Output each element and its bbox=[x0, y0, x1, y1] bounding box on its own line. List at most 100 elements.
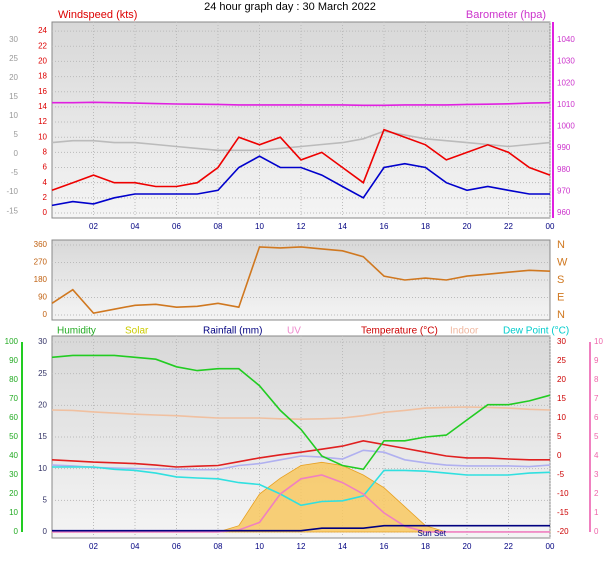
y3-tick-label: -15 bbox=[6, 206, 18, 215]
y2-tick-label: 990 bbox=[557, 143, 571, 152]
y3-tick-label: 10 bbox=[9, 111, 18, 120]
y-tick-label: 0 bbox=[43, 310, 48, 319]
y-tick-label: 20 bbox=[38, 57, 47, 66]
y4-tick-label: 1 bbox=[594, 508, 599, 517]
y-tick-label: 5 bbox=[43, 495, 48, 504]
y2-tick-label: 1030 bbox=[557, 57, 575, 66]
y-tick-label: 12 bbox=[38, 117, 47, 126]
y2-tick-label: -15 bbox=[557, 508, 569, 517]
legend-entry: Dew Point (°C) bbox=[503, 326, 569, 337]
x-tick-label: 06 bbox=[172, 222, 181, 231]
y2-tick-label: -5 bbox=[557, 470, 565, 479]
line bbox=[51, 354, 551, 471]
y3-tick-label: 10 bbox=[9, 508, 18, 517]
x-tick-label: 16 bbox=[380, 542, 389, 551]
y3-tick-label: -10 bbox=[6, 187, 18, 196]
y2-tick-label: 0 bbox=[557, 451, 562, 460]
x-tick-label: 06 bbox=[172, 542, 181, 551]
x-tick-label: 20 bbox=[463, 222, 472, 231]
y-tick-label: 4 bbox=[43, 178, 48, 187]
x-tick-label: 02 bbox=[89, 542, 98, 551]
y3-tick-label: 40 bbox=[9, 451, 18, 460]
y3-tick-label: -5 bbox=[11, 168, 19, 177]
y4-tick-label: 4 bbox=[594, 451, 599, 460]
x-tick-label: 02 bbox=[89, 222, 98, 231]
y3-tick-label: 25 bbox=[9, 54, 18, 63]
line bbox=[52, 524, 550, 532]
y2-tick-label: 10 bbox=[557, 413, 566, 422]
y4-tick-label: 10 bbox=[594, 337, 603, 346]
y-tick-label: 15 bbox=[38, 432, 47, 441]
y3-tick-label: 70 bbox=[9, 394, 18, 403]
chart-title: 24 hour graph day : 30 March 2022 bbox=[204, 1, 376, 13]
y2-axis-label: Barometer (hpa) bbox=[466, 9, 546, 21]
legend-entry: UV bbox=[287, 326, 301, 337]
y2-tick-label: 15 bbox=[557, 394, 566, 403]
x-tick-label: 08 bbox=[214, 542, 223, 551]
x-tick-label: 04 bbox=[131, 222, 140, 231]
x-tick-label: 00 bbox=[546, 542, 555, 551]
x-tick-label: 16 bbox=[380, 222, 389, 231]
y2-tick-label: 25 bbox=[557, 356, 566, 365]
line bbox=[51, 406, 551, 421]
y3-tick-label: 90 bbox=[9, 356, 18, 365]
y2-tick-label: N bbox=[557, 239, 565, 251]
y-tick-label: 90 bbox=[38, 293, 47, 302]
y4-tick-label: 2 bbox=[594, 489, 599, 498]
y4-tick-label: 6 bbox=[594, 413, 599, 422]
y-tick-label: 16 bbox=[38, 87, 47, 96]
legend-entry: Solar bbox=[125, 326, 149, 337]
y3-tick-label: 20 bbox=[9, 489, 18, 498]
y-axis-label: Windspeed (kts) bbox=[58, 9, 137, 21]
y2-tick-label: W bbox=[557, 256, 568, 268]
y2-tick-label: 970 bbox=[557, 187, 571, 196]
y2-tick-label: 1020 bbox=[557, 78, 575, 87]
plot-area bbox=[51, 21, 551, 219]
x-tick-label: 10 bbox=[255, 542, 264, 551]
y-tick-label: 6 bbox=[43, 163, 48, 172]
x-tick-label: 08 bbox=[214, 222, 223, 231]
y2-tick-label: 20 bbox=[557, 375, 566, 384]
y-tick-label: 10 bbox=[38, 464, 47, 473]
x-tick-label: 22 bbox=[504, 542, 513, 551]
y4-tick-label: 5 bbox=[594, 432, 599, 441]
y3-tick-label: 60 bbox=[9, 413, 18, 422]
y-tick-label: 22 bbox=[38, 41, 47, 50]
legend-entry: Rainfall (mm) bbox=[203, 326, 262, 337]
y3-tick-label: 30 bbox=[9, 35, 18, 44]
y2-tick-label: 30 bbox=[557, 337, 566, 346]
y3-tick-label: 100 bbox=[5, 337, 19, 346]
y4-tick-label: 3 bbox=[594, 470, 599, 479]
legend-entry: Temperature (°C) bbox=[361, 326, 438, 337]
x-tick-label: 18 bbox=[421, 222, 430, 231]
y3-tick-label: 0 bbox=[14, 527, 19, 536]
y4-tick-label: 0 bbox=[594, 527, 599, 536]
line bbox=[51, 130, 551, 152]
y-tick-label: 30 bbox=[38, 337, 47, 346]
y2-tick-label: -20 bbox=[557, 527, 569, 536]
y-tick-label: 18 bbox=[38, 72, 47, 81]
line bbox=[51, 439, 550, 468]
line bbox=[51, 155, 550, 207]
y4-tick-label: 7 bbox=[594, 394, 599, 403]
x-tick-label: 14 bbox=[338, 222, 347, 231]
y2-tick-label: 1000 bbox=[557, 122, 575, 131]
line bbox=[52, 101, 551, 107]
line bbox=[51, 246, 551, 314]
x-tick-label: 12 bbox=[297, 542, 306, 551]
x-tick-label: 22 bbox=[504, 222, 513, 231]
annotation: Sun Set bbox=[417, 529, 446, 538]
y3-tick-label: 20 bbox=[9, 73, 18, 82]
y2-tick-label: N bbox=[557, 309, 565, 321]
line bbox=[52, 466, 551, 507]
line bbox=[52, 474, 550, 533]
y2-tick-label: 5 bbox=[557, 432, 562, 441]
y3-tick-label: 5 bbox=[14, 130, 19, 139]
y-tick-label: 8 bbox=[43, 147, 48, 156]
y2-tick-label: -10 bbox=[557, 489, 569, 498]
y-tick-label: 2 bbox=[43, 193, 48, 202]
y-tick-label: 180 bbox=[34, 275, 48, 284]
line bbox=[51, 128, 551, 192]
y-tick-label: 0 bbox=[43, 208, 48, 217]
